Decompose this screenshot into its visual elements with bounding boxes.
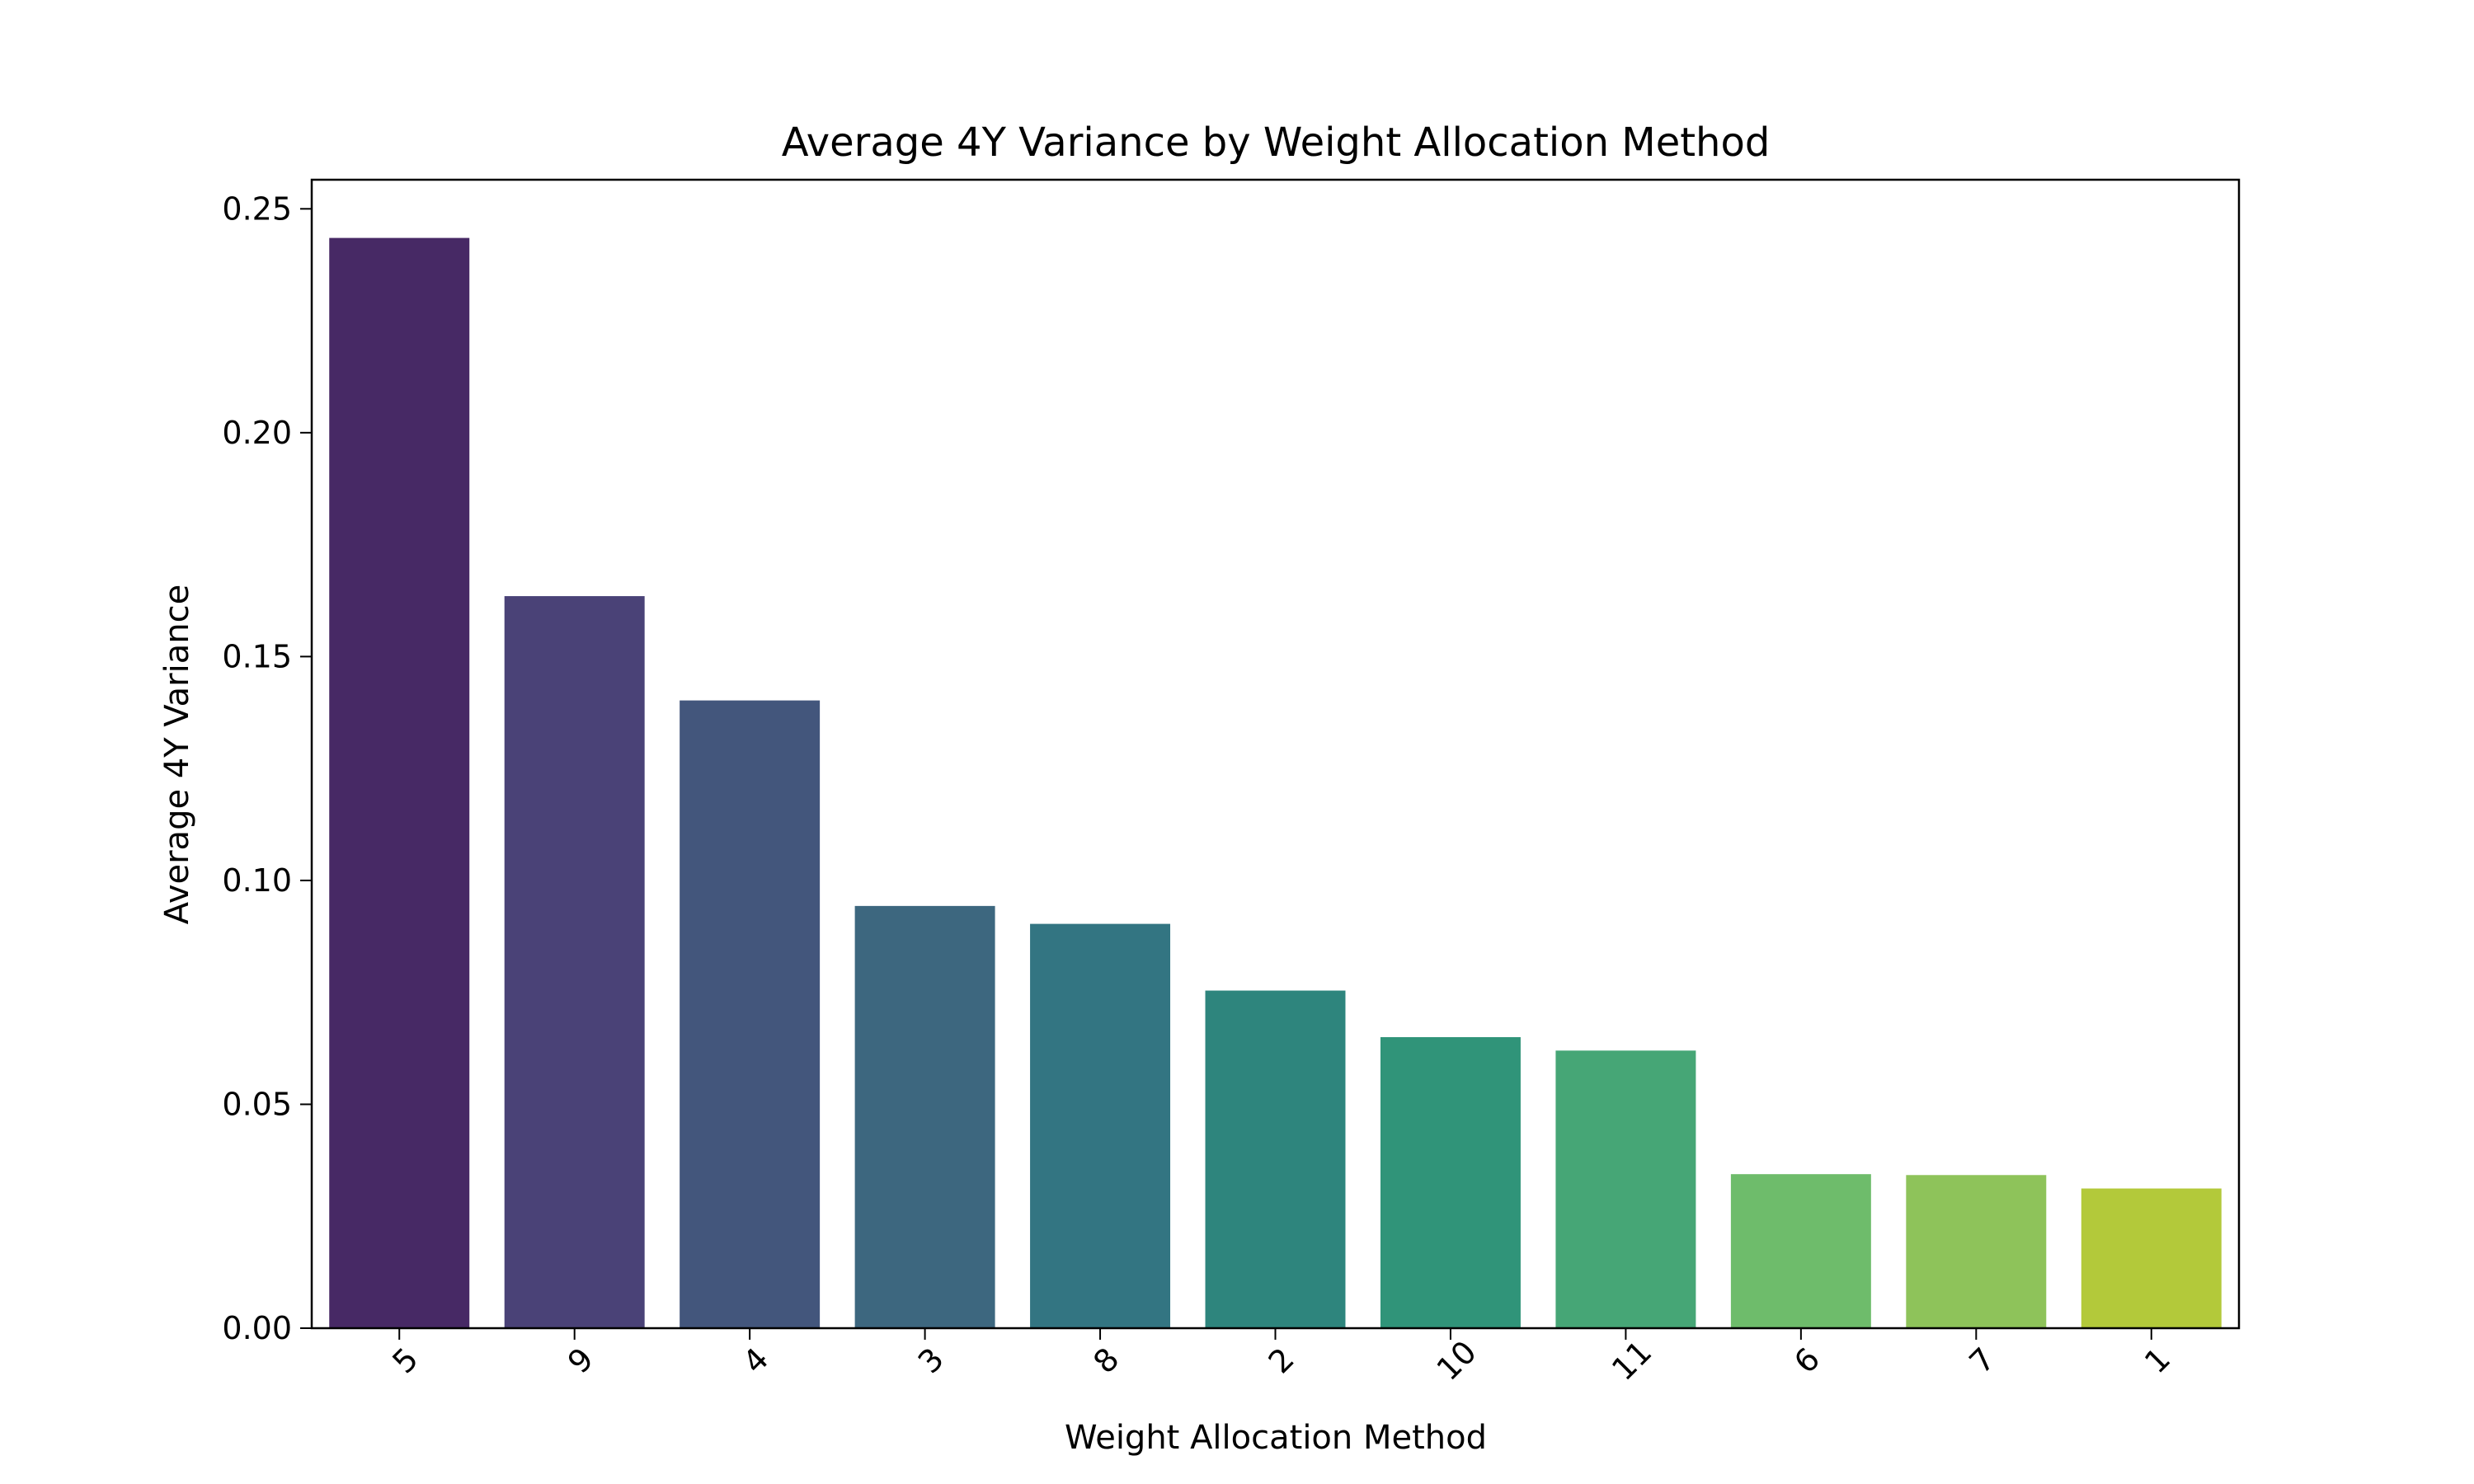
chart-title: Average 4Y Variance by Weight Allocation… [782,120,1771,166]
x-tick-label-9: 9 [561,1341,600,1380]
bar-8 [1030,923,1171,1328]
bar-1 [2081,1188,2222,1328]
x-tick-label-4: 4 [736,1341,775,1380]
x-tick-label-7: 7 [1963,1341,2002,1380]
bar-3 [854,905,995,1328]
x-tick-label-2: 2 [1262,1341,1301,1380]
x-tick-label-1: 1 [2138,1341,2177,1380]
plot-frame [310,178,2241,1330]
y-axis: 0.00 0.05 0.10 0.15 0.20 0.25 [222,190,312,1346]
x-tick-label-8: 8 [1086,1341,1126,1380]
bar-9 [504,596,645,1328]
x-tick-label-5: 5 [385,1341,425,1380]
y-tick-label-0.15: 0.15 [222,638,292,674]
x-tick-label-10: 10 [1430,1334,1484,1388]
bars-group [329,237,2222,1329]
bar-11 [1555,1050,1696,1328]
x-axis-label: Weight Allocation Method [1065,1419,1487,1457]
y-tick-label-0.00: 0.00 [222,1310,292,1346]
y-axis-label: Average 4Y Variance [158,585,196,924]
y-tick-label-0.10: 0.10 [222,862,292,899]
y-tick-label-0.20: 0.20 [222,415,292,451]
bar-5 [329,237,470,1329]
bar-7 [1906,1175,2047,1328]
bar-10 [1380,1036,1521,1328]
x-axis: 5 9 4 3 8 2 10 11 6 7 1 [385,1328,2177,1388]
x-tick-label-3: 3 [911,1341,951,1380]
bar-6 [1730,1174,1871,1328]
x-tick-label-11: 11 [1605,1334,1658,1388]
y-tick-label-0.05: 0.05 [222,1086,292,1122]
x-tick-label-6: 6 [1787,1341,1827,1380]
bar-4 [680,700,821,1328]
y-tick-label-0.25: 0.25 [222,190,292,227]
bar-2 [1205,990,1346,1328]
